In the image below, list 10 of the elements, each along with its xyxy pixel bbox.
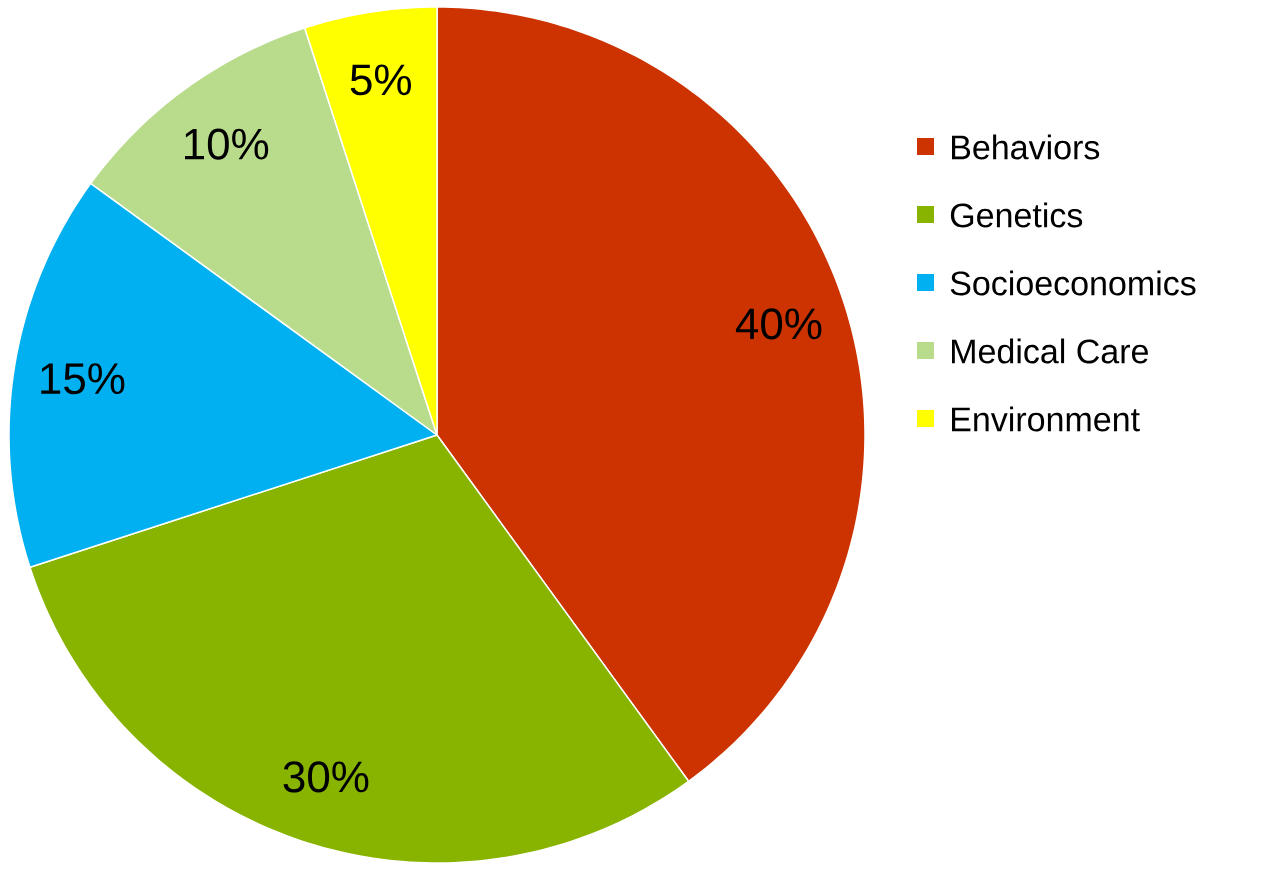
legend-label: Environment bbox=[952, 406, 1140, 432]
legend-label: Behaviors bbox=[952, 134, 1100, 160]
data-label: 5% bbox=[350, 64, 411, 96]
data-label: 40% bbox=[735, 308, 822, 340]
legend-label: Medical Care bbox=[952, 338, 1148, 364]
legend-label: Genetics bbox=[950, 202, 1083, 228]
data-label: 10% bbox=[185, 128, 269, 160]
legend-label: Socioeconomics bbox=[950, 270, 1196, 296]
data-label: 30% bbox=[283, 761, 369, 793]
data-label: 15% bbox=[41, 363, 125, 395]
